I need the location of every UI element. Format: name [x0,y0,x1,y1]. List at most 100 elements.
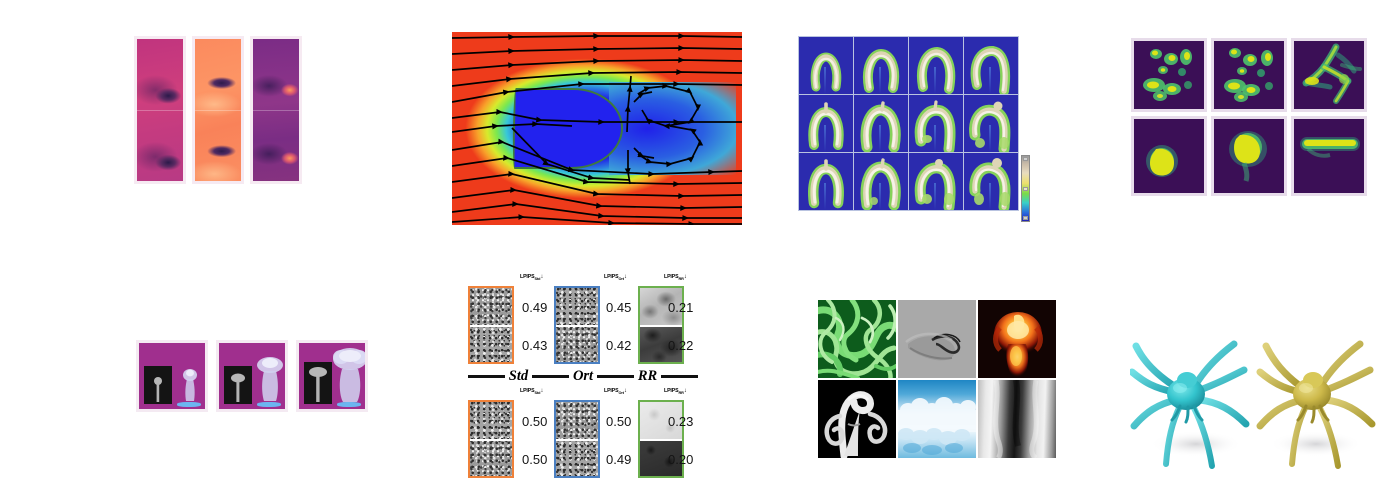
lpips-patch [470,439,512,476]
shock-field [905,332,961,361]
lpips-patch [470,402,512,439]
colorbar-handle-top [1023,157,1028,161]
lpips-patch [640,325,682,362]
lpips-value: 0.50 [606,414,632,429]
lpips-block-std-bottom [468,400,514,478]
plume-cell [854,37,908,94]
lpips-patch [556,288,598,325]
patch-seam [470,325,512,327]
lpips-header-rr-bottom: LPIPSRR↓ [664,388,687,395]
viridis-cell [1291,38,1367,112]
metric-subscript: RR [678,391,684,396]
viridis-density-grid [1131,38,1367,196]
plume-shape [860,101,901,152]
down-arrow-icon: ↓ [683,274,687,280]
density-field [1302,43,1362,104]
plume-shape [808,102,844,150]
inset-smoke [309,367,327,402]
lpips-value: 0.50 [522,414,548,429]
emitter-base [337,402,361,407]
plume-cell [799,37,853,94]
reference-inset [144,366,172,404]
viridis-cell [1211,116,1287,196]
rule [597,375,634,378]
spider-mesh-pair [1130,340,1380,472]
rule [468,375,505,378]
lpips-header-ort-top: LPIPSOrt↓ [604,274,627,281]
lpips-value: 0.49 [606,452,632,467]
spider-cyan [1130,340,1250,469]
lpips-header-ort-bottom: LPIPSOrt↓ [604,388,627,395]
metric-name: LPIPS [604,274,619,280]
lpips-header-std-top: LPIPSStd↓ [520,274,543,281]
smoke-render-3 [296,340,368,412]
fluid-cell-blue-cloud [898,380,976,458]
metric-subscript: Ort [618,277,625,282]
patch-seam [470,439,512,441]
metric-name: LPIPS [664,388,679,394]
lpips-block-ort-top [554,286,600,364]
smoke-render-1 [136,340,208,412]
lpips-patch [556,325,598,362]
fluid-cell-fire-plume [978,300,1056,378]
plume-shape [914,159,956,210]
reference-inset [224,366,252,404]
plume-shape [969,101,1011,152]
lpips-header-rr-top: LPIPSRR↓ [664,274,687,281]
plume-cell [964,37,1018,94]
lpips-patch [470,325,512,362]
volumetric-smoke [183,369,197,401]
lpips-block-std-top [468,286,514,364]
lpips-value: 0.49 [522,300,548,315]
colorbar-handle-mid [1023,187,1028,192]
density-field [1224,48,1273,102]
rule [532,375,569,378]
plume-shape [860,158,901,210]
fluid-cell-black-white-smoke [818,380,896,458]
lpips-header-std-bottom: LPIPSStd↓ [520,388,543,395]
cloud-field [898,397,976,455]
down-arrow-icon: ↓ [623,274,627,280]
rule [661,375,699,378]
volumetric-smoke [333,348,365,402]
lpips-row-bottom: LPIPSStd↓ 0.50 0.50 LPIPSOrt↓ 0.50 0.49 [468,386,698,478]
lpips-value: 0.43 [522,338,548,353]
metric-name: LPIPS [664,274,679,280]
plume-cell [854,95,908,152]
plume-colorbar [1021,155,1030,222]
plume-shape [970,46,1011,94]
lpips-value: 0.21 [668,300,694,315]
lpips-block-ort-bottom [554,400,600,478]
lpips-value: 0.22 [668,338,694,353]
panel-seam [253,110,299,111]
plume-cell [964,153,1018,210]
lpips-value: 0.42 [606,338,632,353]
plume-cell [909,95,963,152]
magma-vortex-panels [134,36,302,184]
lpips-value: 0.23 [668,414,694,429]
smoke-field [824,391,888,458]
fluid-cell-green-turbulence [818,300,896,378]
colorbar-handle-bottom [1023,216,1028,220]
magma-panel-1 [134,36,186,184]
plume-shape [863,48,900,93]
plume-shape [810,52,842,92]
volumetric-smoke [257,357,283,401]
lpips-value: 0.50 [522,452,548,467]
magma-panel-2 [192,36,244,184]
magenta-smoke-renders [136,340,368,412]
fluid-simulation-grid [818,300,1056,458]
density-field [1300,137,1360,158]
metric-name: LPIPS [604,388,619,394]
lpips-patch [470,288,512,325]
plume-cell [854,153,908,210]
inset-smoke [231,373,245,402]
method-separator-row: Std Ort RR [468,368,699,385]
down-arrow-icon: ↓ [540,388,544,394]
lpips-patch [556,439,598,476]
viridis-cell [1131,116,1207,196]
plume-cell [909,153,963,210]
plume-shape [914,100,956,152]
metric-name: LPIPS [520,274,535,280]
viridis-cell [1131,38,1207,112]
